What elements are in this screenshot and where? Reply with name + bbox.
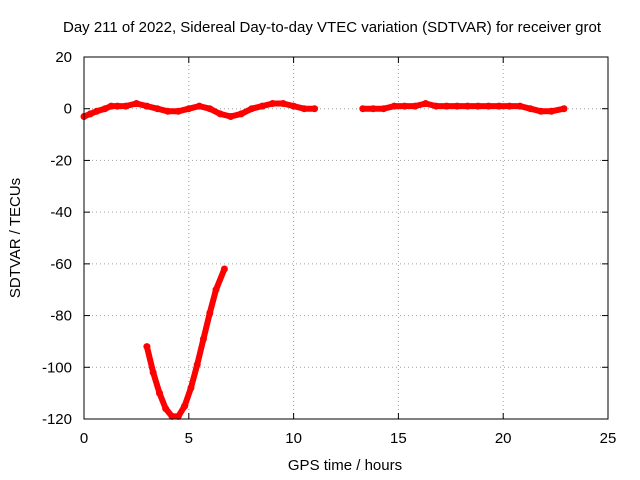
- data-point: [174, 107, 182, 115]
- y-tick-label: -80: [50, 308, 72, 325]
- data-point: [380, 105, 388, 113]
- data-point: [187, 384, 195, 392]
- data-point: [432, 102, 440, 110]
- data-point: [132, 100, 140, 107]
- data-point: [164, 107, 172, 115]
- data-point: [526, 105, 534, 113]
- x-tick-label: 5: [185, 430, 193, 447]
- data-point: [107, 102, 115, 110]
- data-point: [101, 105, 109, 113]
- data-point: [153, 105, 161, 113]
- data-series: [80, 100, 568, 420]
- data-point: [411, 102, 419, 110]
- data-point: [300, 105, 308, 113]
- data-point: [474, 102, 482, 110]
- data-point: [547, 107, 555, 115]
- data-point: [227, 113, 235, 120]
- y-tick-label: -100: [42, 359, 72, 376]
- data-point: [258, 102, 266, 110]
- data-point: [485, 102, 492, 110]
- y-tick-label: -40: [50, 204, 72, 221]
- y-tick-label: -20: [50, 152, 72, 169]
- data-point: [162, 405, 170, 413]
- data-point: [93, 107, 101, 115]
- data-point: [143, 343, 151, 351]
- data-point: [206, 105, 214, 113]
- y-tick-label: -60: [50, 256, 72, 273]
- data-point: [279, 100, 287, 107]
- data-point: [464, 102, 472, 110]
- data-point: [369, 105, 377, 113]
- data-point: [206, 309, 214, 317]
- data-point: [156, 389, 163, 397]
- chart-title: Day 211 of 2022, Sidereal Day-to-day VTE…: [63, 19, 602, 36]
- data-point: [216, 110, 224, 118]
- data-point: [537, 107, 545, 115]
- x-axis-label: GPS time / hours: [288, 457, 402, 474]
- data-point: [200, 335, 207, 343]
- data-point: [237, 110, 245, 118]
- data-point: [311, 105, 319, 113]
- data-point: [390, 102, 398, 110]
- data-point: [359, 105, 367, 113]
- data-point: [443, 102, 451, 110]
- x-tick-label: 25: [600, 430, 617, 447]
- data-point: [212, 286, 220, 294]
- x-tick-label: 20: [495, 430, 512, 447]
- data-point: [220, 265, 228, 273]
- x-tick-label: 10: [285, 430, 302, 447]
- data-point: [122, 102, 130, 110]
- y-axis-label: SDTVAR / TECUs: [7, 178, 24, 298]
- y-tick-label: 0: [64, 101, 72, 118]
- data-point: [174, 412, 182, 420]
- data-point: [422, 100, 430, 107]
- data-point: [195, 102, 203, 110]
- y-tick-label: -120: [42, 411, 72, 428]
- data-point: [516, 102, 524, 110]
- data-point: [248, 105, 256, 113]
- x-tick-label: 0: [80, 430, 88, 447]
- data-point: [185, 105, 193, 113]
- x-tick-label: 15: [390, 430, 407, 447]
- data-point: [149, 369, 157, 376]
- data-point: [560, 105, 568, 113]
- data-point: [506, 102, 513, 110]
- data-point: [181, 402, 189, 410]
- data-point: [114, 102, 121, 110]
- data-point: [495, 102, 503, 110]
- data-point: [290, 102, 298, 110]
- data-point: [269, 100, 277, 107]
- data-point: [193, 361, 201, 369]
- data-point: [168, 412, 176, 420]
- y-tick-label: 20: [55, 49, 72, 66]
- data-point: [401, 102, 409, 110]
- data-point: [86, 110, 94, 118]
- plot-frame: [83, 56, 609, 420]
- data-point: [143, 102, 151, 110]
- ticks: 0 5 10 15 20 25 -120 -100 -80 -60 -40 -20 0 20: [42, 49, 616, 447]
- data-point: [453, 102, 461, 110]
